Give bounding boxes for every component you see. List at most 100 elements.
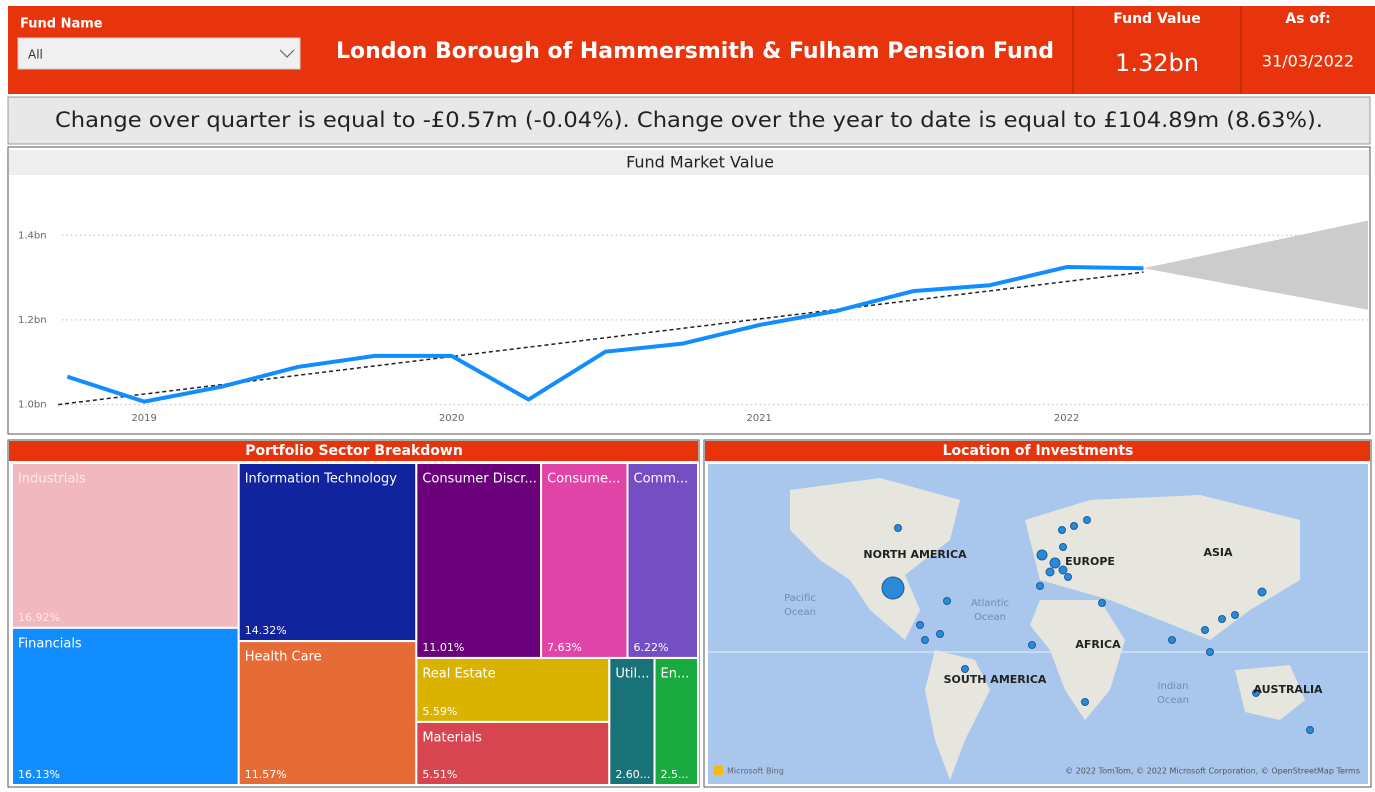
map-point [1058, 526, 1066, 534]
cell-name: Information Technology [245, 472, 398, 487]
map-point [921, 636, 929, 644]
dropdown-arrow [279, 49, 295, 58]
land [1025, 495, 1300, 640]
divider [1240, 6, 1242, 94]
y-tick-label: 1.2bn [18, 315, 47, 326]
land [1030, 600, 1125, 720]
map-point [943, 597, 951, 605]
cell-value: 11.57% [245, 768, 287, 781]
cell-name: Financials [18, 636, 82, 651]
map-point [936, 630, 944, 638]
cell-name: Util... [615, 666, 649, 681]
treemap-cell [653, 656, 700, 787]
land [1235, 665, 1305, 720]
map-point [1098, 599, 1106, 607]
map-label: AUSTRALIA [1253, 683, 1323, 696]
cell-value: 5.51% [422, 768, 457, 781]
treemap-cell [237, 640, 418, 786]
cell-name: Industrials [18, 472, 86, 487]
map-point [1036, 582, 1044, 590]
map-label: Ocean [784, 607, 816, 618]
map-label: Ocean [974, 612, 1006, 623]
cell-name: Health Care [245, 650, 322, 665]
map-point [1028, 641, 1036, 649]
fund-name-label: Fund Name [20, 17, 103, 32]
summary: Change over quarter is equal to -£0.57m … [55, 108, 1323, 132]
panel-title-bar [9, 441, 698, 461]
forecast-band [1143, 220, 1368, 310]
map-point [1070, 522, 1078, 530]
map-point [916, 621, 924, 629]
dropdown[interactable] [17, 37, 301, 70]
map-label: ASIA [1203, 546, 1233, 559]
map-point [1168, 636, 1176, 644]
map-point [961, 665, 969, 673]
cell-name: Real Estate [422, 666, 495, 681]
map-point [1218, 615, 1226, 623]
cell-value: 16.92% [18, 611, 60, 624]
as-of: 31/03/2022 [1262, 52, 1354, 71]
cell-value: 2.5... [661, 768, 689, 781]
cell-name: En... [661, 666, 690, 681]
map-label: EUROPE [1065, 555, 1115, 568]
line-panel [7, 146, 1371, 435]
as-of-label: As of: [1285, 11, 1330, 27]
map-point [1059, 543, 1067, 551]
divider [1072, 6, 1074, 94]
map-label: AFRICA [1075, 638, 1121, 651]
cell-name: Consumer Discr... [422, 472, 537, 487]
land [925, 650, 990, 780]
line-title: Fund Market Value [626, 153, 774, 172]
cell-name: Materials [422, 730, 482, 745]
map-point [894, 524, 902, 532]
map-point [1201, 626, 1209, 634]
title: London Borough of Hammersmith & Fulham P… [336, 39, 1054, 64]
x-tick-label: 2019 [131, 413, 156, 424]
map: Microsoft Bing © 2022 TomTom, © 2022 Mic… [708, 464, 1368, 784]
panel-title-bar [9, 150, 1369, 175]
land [790, 478, 960, 640]
cell-value: 7.63% [547, 641, 582, 654]
map-point [1257, 587, 1267, 597]
panel-title-bar [705, 441, 1370, 461]
map-point [1231, 611, 1239, 619]
cell-value: 2.60... [615, 768, 650, 781]
x-tick-label: 2022 [1054, 413, 1079, 424]
fund-value: 1.32bn [1115, 49, 1199, 77]
treemap-cell [237, 462, 418, 643]
map-point [1064, 573, 1072, 581]
bing-logo [714, 766, 723, 775]
map-points [881, 516, 1314, 734]
treemap-title: Portfolio Sector Breakdown [245, 443, 463, 459]
fund-value-label: Fund Value [1113, 11, 1200, 27]
treemap-cell [415, 720, 611, 787]
dropdown-value: All [28, 48, 43, 62]
y-tick-label: 1.4bn [18, 230, 47, 241]
map-label: Pacific [784, 593, 816, 604]
map-point [1045, 567, 1055, 577]
bing-text: Microsoft Bing [727, 767, 784, 776]
map-point [1252, 689, 1260, 697]
cell-value: 16.13% [18, 768, 60, 781]
x-tick-label: 2021 [746, 413, 771, 424]
cell-value: 14.32% [245, 624, 287, 637]
cell-name: Consume... [547, 472, 620, 487]
cell-value: 6.22% [634, 641, 669, 654]
map-point [1081, 698, 1089, 706]
y-tick-label: 1.0bn [18, 400, 47, 411]
cell-name: Comm... [634, 472, 689, 487]
attribution: © 2022 TomTom, © 2022 Microsoft Corporat… [1065, 767, 1360, 776]
map-label: SOUTH AMERICA [944, 673, 1047, 686]
map-label: Indian [1158, 681, 1189, 692]
treemap-cell [11, 626, 240, 786]
map-point [1036, 549, 1048, 561]
cell-value: 11.01% [422, 641, 464, 654]
line-series [66, 265, 1144, 404]
map-point [1306, 726, 1314, 734]
summary-bar [7, 96, 1371, 145]
treemap-cell [415, 656, 611, 723]
map-point [1049, 557, 1061, 569]
map-label: Ocean [1157, 695, 1189, 706]
map-label: NORTH AMERICA [863, 548, 967, 561]
